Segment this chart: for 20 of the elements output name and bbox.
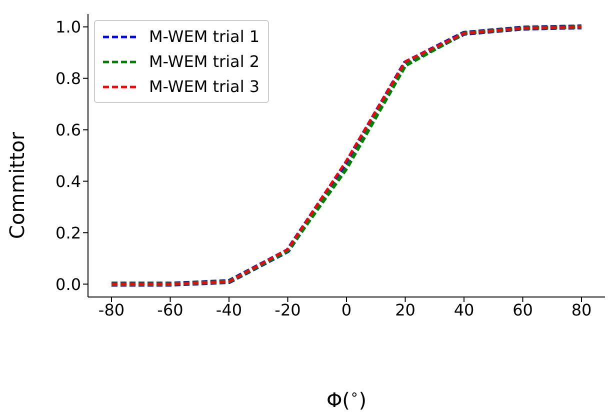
y-tick-label: 0.6 (56, 120, 81, 140)
x-tick-label: -80 (98, 300, 125, 320)
y-axis-title: Committor (5, 131, 29, 239)
y-tick-label: 0.0 (56, 274, 81, 294)
x-tick-label: 0 (341, 300, 352, 320)
legend-label: M-WEM trial 3 (149, 77, 260, 96)
legend-label: M-WEM trial 1 (149, 27, 260, 46)
x-axis-title: Φ($^{∘}$) (326, 387, 367, 412)
legend-label: M-WEM trial 2 (149, 52, 260, 71)
y-tick-label: 0.8 (56, 69, 81, 88)
x-tick-label: -60 (157, 300, 184, 320)
y-tick-label: 1.0 (56, 18, 81, 37)
x-tick-label: 60 (512, 300, 533, 320)
x-tick-label: -40 (216, 300, 242, 320)
y-tick-label: 0.2 (56, 223, 81, 242)
x-tick-label: 80 (571, 300, 592, 320)
x-tick-label: -20 (274, 300, 301, 320)
x-tick-label: 20 (395, 300, 416, 320)
y-tick-label: 0.4 (56, 172, 81, 191)
x-tick-label: 40 (454, 300, 474, 320)
